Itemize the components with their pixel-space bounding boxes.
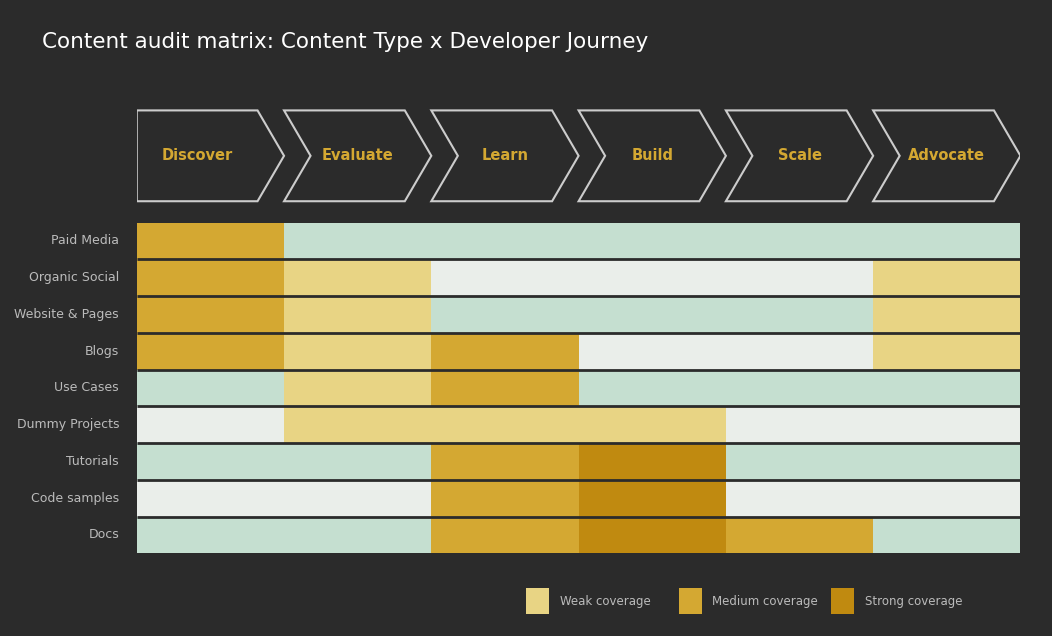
Text: Build: Build — [631, 148, 673, 163]
Bar — [137, 370, 1020, 406]
Text: Advocate: Advocate — [908, 148, 986, 163]
Text: Blogs: Blogs — [85, 345, 119, 357]
Text: Weak coverage: Weak coverage — [560, 595, 650, 607]
Bar — [873, 333, 1020, 370]
Polygon shape — [579, 111, 726, 201]
Text: Code samples: Code samples — [31, 492, 119, 505]
Text: Website & Pages: Website & Pages — [15, 308, 119, 321]
Bar — [137, 223, 1020, 259]
Bar — [137, 406, 1020, 443]
Bar — [431, 370, 579, 406]
Bar — [284, 370, 431, 406]
Bar — [137, 223, 284, 259]
Bar — [726, 516, 873, 553]
Text: Docs: Docs — [88, 529, 119, 541]
Bar — [579, 443, 726, 480]
Polygon shape — [431, 111, 579, 201]
Bar — [284, 333, 431, 370]
Bar — [873, 259, 1020, 296]
Bar — [431, 443, 579, 480]
Polygon shape — [726, 111, 873, 201]
Bar — [431, 516, 579, 553]
Bar — [431, 480, 579, 516]
Text: Evaluate: Evaluate — [322, 148, 393, 163]
Bar — [137, 443, 1020, 480]
Text: Scale: Scale — [777, 148, 822, 163]
Bar — [137, 480, 1020, 516]
Polygon shape — [137, 111, 284, 201]
Bar — [284, 259, 431, 296]
Text: Content audit matrix: Content Type x Developer Journey: Content audit matrix: Content Type x Dev… — [42, 32, 648, 52]
Bar — [137, 516, 1020, 553]
Text: Medium coverage: Medium coverage — [712, 595, 818, 607]
Polygon shape — [284, 111, 431, 201]
Bar — [137, 296, 1020, 333]
Bar — [137, 259, 1020, 296]
Bar — [431, 333, 579, 370]
Bar — [579, 516, 726, 553]
Bar — [873, 296, 1020, 333]
Text: Strong coverage: Strong coverage — [865, 595, 963, 607]
Text: Use Cases: Use Cases — [55, 382, 119, 394]
Bar — [284, 406, 431, 443]
Bar — [284, 296, 431, 333]
Bar — [137, 259, 284, 296]
Bar — [137, 296, 284, 333]
Bar — [137, 333, 284, 370]
Text: Discover: Discover — [162, 148, 232, 163]
Text: Learn: Learn — [482, 148, 528, 163]
Bar — [579, 480, 726, 516]
Bar — [431, 406, 579, 443]
Polygon shape — [873, 111, 1020, 201]
Text: Dummy Projects: Dummy Projects — [17, 418, 119, 431]
Text: Organic Social: Organic Social — [28, 271, 119, 284]
Text: Paid Media: Paid Media — [52, 235, 119, 247]
Bar — [579, 406, 726, 443]
Bar — [137, 333, 1020, 370]
Text: Tutorials: Tutorials — [66, 455, 119, 468]
